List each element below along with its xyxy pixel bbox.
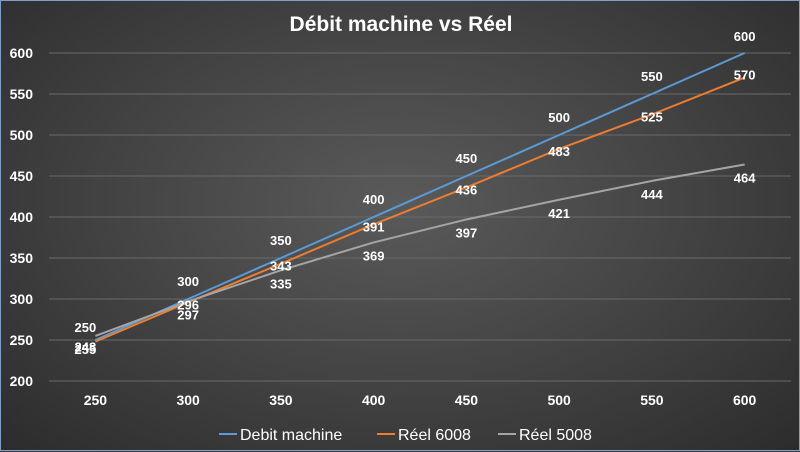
- x-tick-label: 400: [362, 392, 386, 408]
- x-tick-label: 300: [176, 392, 200, 408]
- x-tick-label: 500: [547, 392, 571, 408]
- gridlines: [49, 52, 791, 382]
- data-label: 421: [548, 206, 570, 221]
- y-tick-label: 350: [10, 250, 34, 266]
- data-label: 248: [75, 340, 97, 355]
- x-axis-ticks: 250 300 350 400 450 500 550 600: [84, 392, 757, 408]
- data-label: 500: [548, 110, 570, 125]
- data-label: 255: [75, 342, 97, 357]
- y-tick-label: 400: [10, 209, 34, 225]
- series-line-0: [94, 52, 746, 341]
- data-label: 297: [177, 307, 199, 322]
- x-tick-label: 550: [640, 392, 664, 408]
- data-label: 369: [363, 248, 385, 263]
- x-tick-label: 250: [84, 392, 108, 408]
- y-tick-label: 200: [10, 373, 34, 389]
- legend-label: Debit machine: [240, 427, 342, 444]
- y-tick-label: 600: [10, 45, 34, 61]
- data-label: 397: [456, 225, 478, 240]
- data-label: 343: [270, 259, 292, 274]
- series-line-2: [95, 163, 745, 337]
- y-tick-label: 550: [10, 86, 34, 102]
- data-label: 444: [641, 187, 663, 202]
- data-label: 570: [734, 68, 756, 83]
- data-label: 300: [177, 274, 199, 289]
- data-label: 250: [75, 320, 97, 335]
- data-label: 436: [456, 182, 478, 197]
- legend-label: Réel 5008: [519, 427, 592, 444]
- x-tick-label: 450: [455, 392, 479, 408]
- data-label: 483: [548, 144, 570, 159]
- y-tick-label: 300: [10, 291, 34, 307]
- x-tick-label: 600: [733, 392, 757, 408]
- data-labels: 250 300 350 400 450 500 550 600 248 296 343 391 436 4…: [75, 29, 757, 357]
- data-label: 525: [641, 110, 663, 125]
- legend: Debit machine Réel 6008 Réel 5008: [219, 427, 592, 444]
- data-label: 335: [270, 276, 292, 291]
- data-label: 296: [177, 297, 199, 312]
- data-label: 391: [363, 219, 385, 234]
- y-axis-ticks: 200 250 300 350 400 450 500 550 600: [10, 45, 34, 389]
- data-label: 450: [456, 151, 478, 166]
- data-label: 464: [734, 171, 756, 186]
- legend-label: Réel 6008: [398, 427, 471, 444]
- y-tick-label: 250: [10, 332, 34, 348]
- chart-title: Débit machine vs Réel: [290, 13, 513, 36]
- data-label: 550: [641, 69, 663, 84]
- data-label: 600: [734, 29, 756, 44]
- x-tick-label: 350: [269, 392, 293, 408]
- data-label: 400: [363, 192, 385, 207]
- data-label: 350: [270, 233, 292, 248]
- y-tick-label: 450: [10, 168, 34, 184]
- y-tick-label: 500: [10, 127, 34, 143]
- series-lines: [94, 52, 746, 343]
